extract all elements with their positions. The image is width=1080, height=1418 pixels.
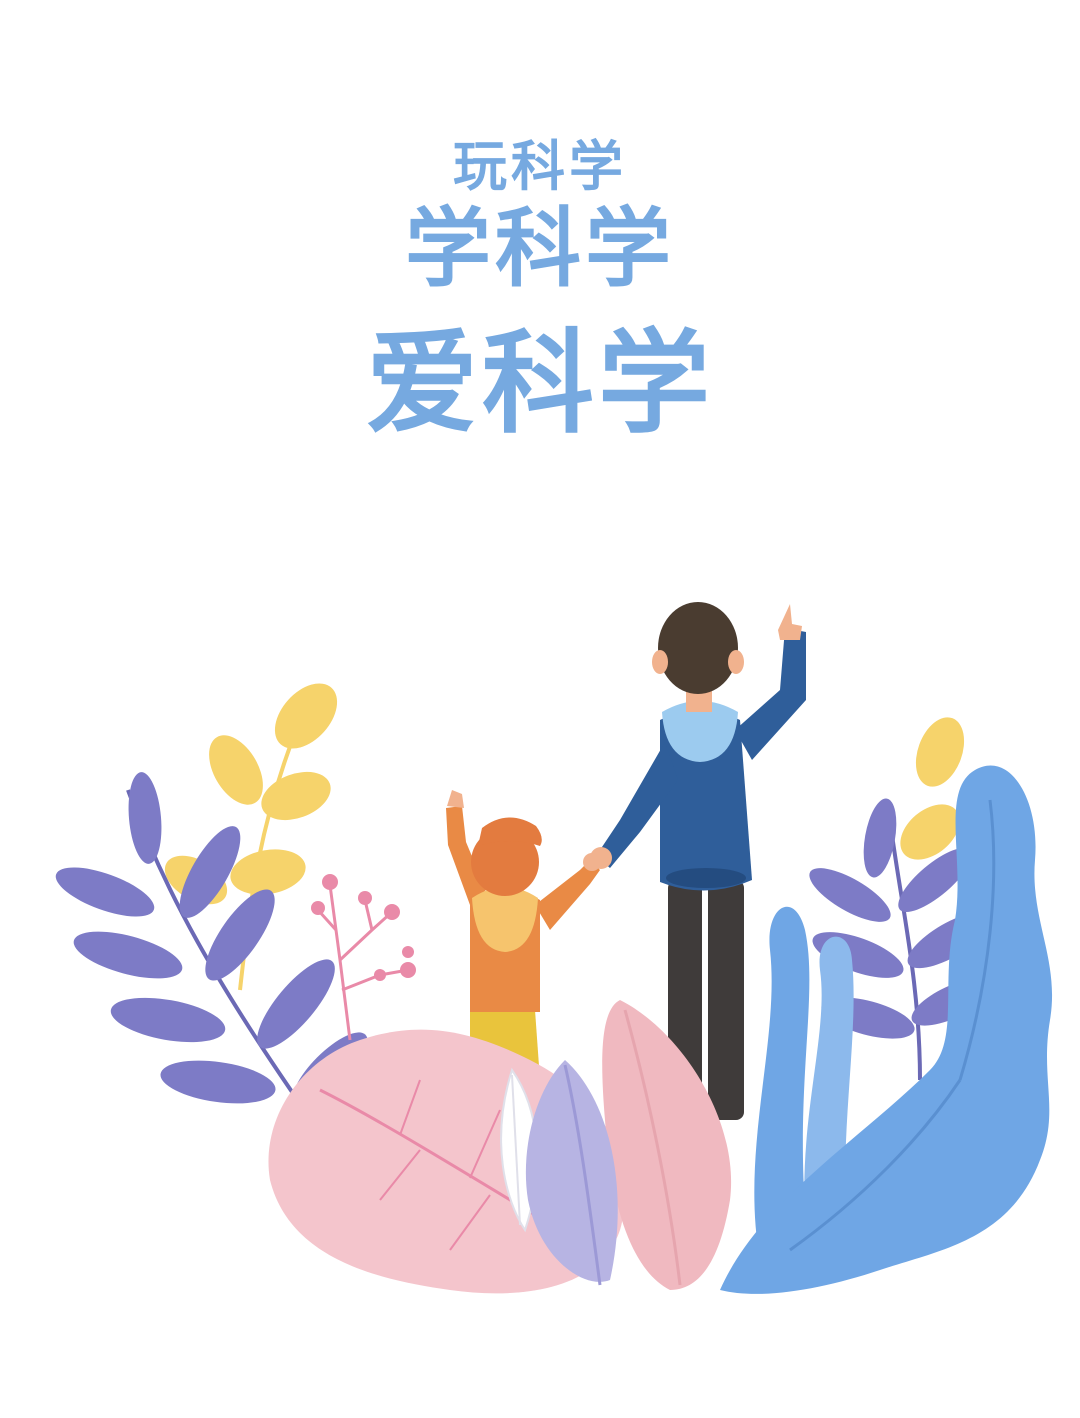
adult-figure <box>590 602 806 1120</box>
headline-line-3: 爱科学 <box>366 319 714 449</box>
lilac-leaf <box>525 1060 618 1286</box>
pink-berry-sprig <box>311 874 416 1041</box>
family-illustration <box>0 560 1080 1418</box>
headline-line-1: 玩科学 <box>453 135 627 198</box>
blue-wave-leaves <box>720 765 1053 1294</box>
child-figure <box>446 790 601 1080</box>
pink-tall-leaf <box>602 1000 732 1290</box>
headline-block: 玩科学 学科学 爱科学 <box>0 0 1080 460</box>
headline-line-2: 学科学 <box>405 199 675 299</box>
